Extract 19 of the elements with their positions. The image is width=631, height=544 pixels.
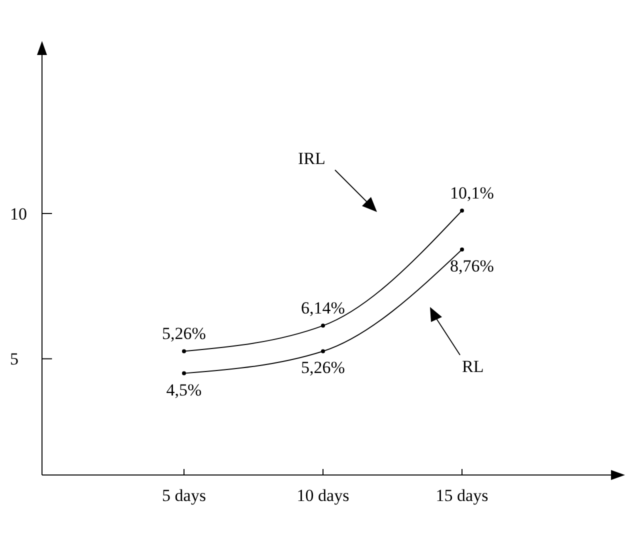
data-label: 5,26% bbox=[162, 324, 206, 344]
x-tick-label: 10 days bbox=[296, 486, 350, 505]
legend-label: RL bbox=[462, 357, 484, 376]
point bbox=[321, 324, 325, 328]
text: IRL bbox=[298, 149, 326, 168]
point bbox=[182, 349, 186, 354]
y-tick-label: 5 bbox=[10, 350, 18, 369]
point bbox=[460, 208, 464, 213]
point bbox=[460, 248, 464, 252]
x-tick-label: 15 days bbox=[436, 486, 488, 505]
data-label: 5,26% bbox=[301, 358, 345, 378]
x-tick-label: 5 days bbox=[162, 486, 206, 505]
point bbox=[321, 349, 325, 354]
data-label: 10,1% bbox=[450, 184, 494, 203]
data-label: 6,14% bbox=[301, 298, 345, 318]
data-label: 4,5% bbox=[166, 380, 202, 400]
point bbox=[182, 371, 186, 376]
data-label: 8,76% bbox=[450, 256, 494, 276]
y-tick-label: 10 bbox=[10, 204, 27, 224]
